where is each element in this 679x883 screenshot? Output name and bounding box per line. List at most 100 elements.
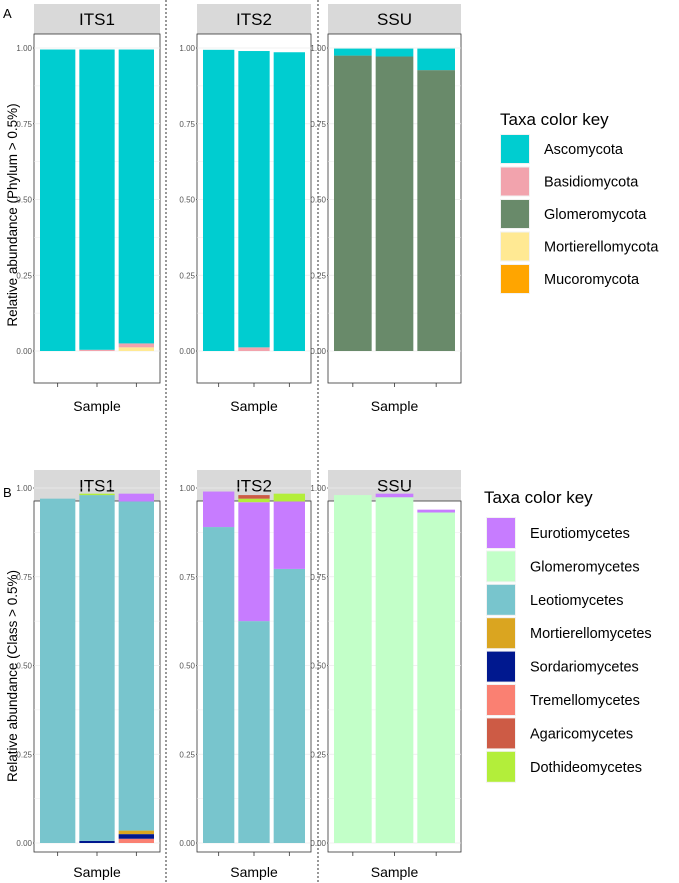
y-tick-label: 0.75 bbox=[179, 573, 195, 582]
y-tick-label: 0.50 bbox=[16, 196, 32, 205]
bar-segment-sordariomycetes bbox=[79, 840, 115, 843]
legend-title: Taxa color key bbox=[484, 488, 593, 507]
y-tick-label: 1.00 bbox=[179, 44, 195, 53]
bar-segment-mortierellomycota bbox=[118, 347, 154, 351]
legend-swatch-agaricomycetes bbox=[487, 718, 515, 749]
y-tick-label: 0.25 bbox=[310, 750, 326, 759]
y-tick-label: 0.75 bbox=[179, 120, 195, 129]
bar-segment-basidiomycota bbox=[118, 343, 154, 348]
legend-swatch-sordariomycetes bbox=[487, 651, 515, 682]
y-tick-label: 0.50 bbox=[179, 662, 195, 671]
y-tick-label: 1.00 bbox=[310, 484, 326, 493]
bar-segment-ascomycota bbox=[238, 51, 270, 348]
y-tick-label: 0.25 bbox=[179, 750, 195, 759]
legend-panel-b: Taxa color key Eurotiomycetes Glomeromycet… bbox=[484, 488, 652, 783]
bar-segment-leotiomycetes bbox=[79, 495, 115, 841]
facet-ssu: SSU 0.00 0.25 0.50 0.75 1.00 Sample bbox=[310, 4, 462, 414]
bar-segment-leotiomycetes bbox=[118, 501, 154, 831]
legend-panel-a: Taxa color key Ascomycota Basidiomycota Glo… bbox=[500, 110, 659, 294]
legend-label: Sordariomycetes bbox=[530, 660, 639, 676]
legend-label: Tremellomycetes bbox=[530, 693, 640, 709]
y-tick-label: 1.00 bbox=[16, 484, 32, 493]
bar-segment-leotiomycetes bbox=[273, 568, 305, 843]
x-axis-title: Sample bbox=[230, 864, 278, 880]
y-tick-label: 1.00 bbox=[310, 44, 326, 53]
bar-segment-eurotiomycetes bbox=[118, 493, 154, 502]
facet-strip bbox=[197, 4, 311, 34]
y-tick-label: 0.50 bbox=[310, 196, 326, 205]
legend-swatch-mortierellomycetes bbox=[487, 618, 515, 649]
legend-label: Glomeromycota bbox=[544, 207, 647, 223]
legend-swatch-mucoromycota bbox=[501, 265, 529, 293]
y-tick-label: 0.25 bbox=[16, 750, 32, 759]
legend-label: Dothideomycetes bbox=[530, 760, 642, 776]
y-tick-label: 0.50 bbox=[16, 662, 32, 671]
y-tick-label: 0.00 bbox=[179, 839, 195, 848]
facet-title: ITS2 bbox=[236, 10, 272, 29]
bar-segment-ascomycota bbox=[79, 49, 115, 350]
legend-swatch-glomeromycetes bbox=[487, 551, 515, 582]
bar-segment-sordariomycetes bbox=[118, 834, 154, 839]
bar-segment-dothideomycetes bbox=[79, 493, 115, 496]
y-tick-label: 0.75 bbox=[16, 573, 32, 582]
facet-strip bbox=[328, 4, 461, 34]
facet-its2: ITS2 0.00 0.25 0.50 0.75 1.00 Sample bbox=[179, 4, 312, 414]
legend-swatch-glomeromycota bbox=[501, 200, 529, 228]
legend-swatch-mortierellomycota bbox=[501, 232, 529, 261]
bar-segment-mortierellomycetes bbox=[118, 830, 154, 835]
legend-label: Leotiomycetes bbox=[530, 593, 624, 609]
legend-label: Basidiomycota bbox=[544, 175, 639, 191]
facet-title: SSU bbox=[377, 477, 412, 496]
facet-title: ITS1 bbox=[79, 477, 115, 496]
facet-title: ITS2 bbox=[236, 477, 272, 496]
legend-swatch-eurotiomycetes bbox=[487, 518, 515, 548]
y-axis-title: Relative abundance (Phylum > 0.5%) bbox=[5, 103, 20, 326]
x-axis-title: Sample bbox=[371, 398, 419, 414]
legend-swatch-basidiomycota bbox=[501, 167, 529, 196]
bar-segment-ascomycota bbox=[273, 52, 305, 351]
legend-swatch-dothideomycetes bbox=[487, 751, 515, 782]
legend-label: Mortierellomycetes bbox=[530, 626, 652, 642]
legend-title: Taxa color key bbox=[500, 110, 609, 129]
bar-segment-glomeromycota bbox=[375, 56, 414, 351]
y-tick-label: 0.25 bbox=[179, 271, 195, 280]
y-tick-label: 0.50 bbox=[179, 196, 195, 205]
legend-swatch-tremellomycetes bbox=[487, 685, 515, 715]
bar-segment-dothideomycetes bbox=[238, 498, 270, 503]
y-tick-label: 0.00 bbox=[310, 839, 326, 848]
y-tick-label: 0.00 bbox=[16, 347, 32, 356]
bar-segment-eurotiomycetes bbox=[375, 493, 414, 498]
bar-segment-ascomycota bbox=[203, 49, 235, 352]
panel-letter: A bbox=[3, 6, 12, 21]
bar-segment-eurotiomycetes bbox=[238, 502, 270, 622]
legend-label: Ascomycota bbox=[544, 142, 624, 158]
bar-segment-glomeromycota bbox=[417, 70, 455, 351]
y-tick-label: 1.00 bbox=[16, 44, 32, 53]
y-tick-label: 0.75 bbox=[310, 120, 326, 129]
bar-segment-agaricomycetes bbox=[238, 495, 270, 499]
y-tick-label: 0.75 bbox=[310, 573, 326, 582]
x-axis-title: Sample bbox=[371, 864, 419, 880]
y-tick-label: 0.25 bbox=[16, 271, 32, 280]
bar-segment-basidiomycota bbox=[79, 349, 115, 351]
panel-b: B Relative abundance (Class > 0.5%) ITS1 0.… bbox=[3, 470, 462, 880]
legend-label: Agaricomycetes bbox=[530, 726, 633, 742]
legend-swatch-leotiomycetes bbox=[487, 584, 515, 615]
y-tick-label: 0.50 bbox=[310, 662, 326, 671]
bar-segment-ascomycota bbox=[118, 49, 154, 344]
bar-segment-glomeromycetes bbox=[375, 497, 414, 843]
x-axis-title: Sample bbox=[73, 398, 121, 414]
bar-segment-basidiomycota bbox=[238, 347, 270, 351]
y-tick-label: 0.00 bbox=[16, 839, 32, 848]
legend-label: Eurotiomycetes bbox=[530, 526, 630, 542]
bar-segment-ascomycota bbox=[375, 48, 414, 57]
legend-swatch-ascomycota bbox=[501, 135, 529, 163]
facet-its2: ITS2 0.00 0.25 0.50 0.75 1.00 Sample bbox=[179, 470, 312, 880]
bar-segment-leotiomycetes bbox=[203, 527, 235, 843]
y-tick-label: 0.00 bbox=[179, 347, 195, 356]
bar-segment-eurotiomycetes bbox=[273, 501, 305, 569]
y-tick-label: 0.00 bbox=[310, 347, 326, 356]
bar-segment-leotiomycetes bbox=[238, 621, 270, 843]
facet-its1: ITS1 0.00 0.25 0.50 0.75 1.00 Sample bbox=[16, 4, 161, 414]
